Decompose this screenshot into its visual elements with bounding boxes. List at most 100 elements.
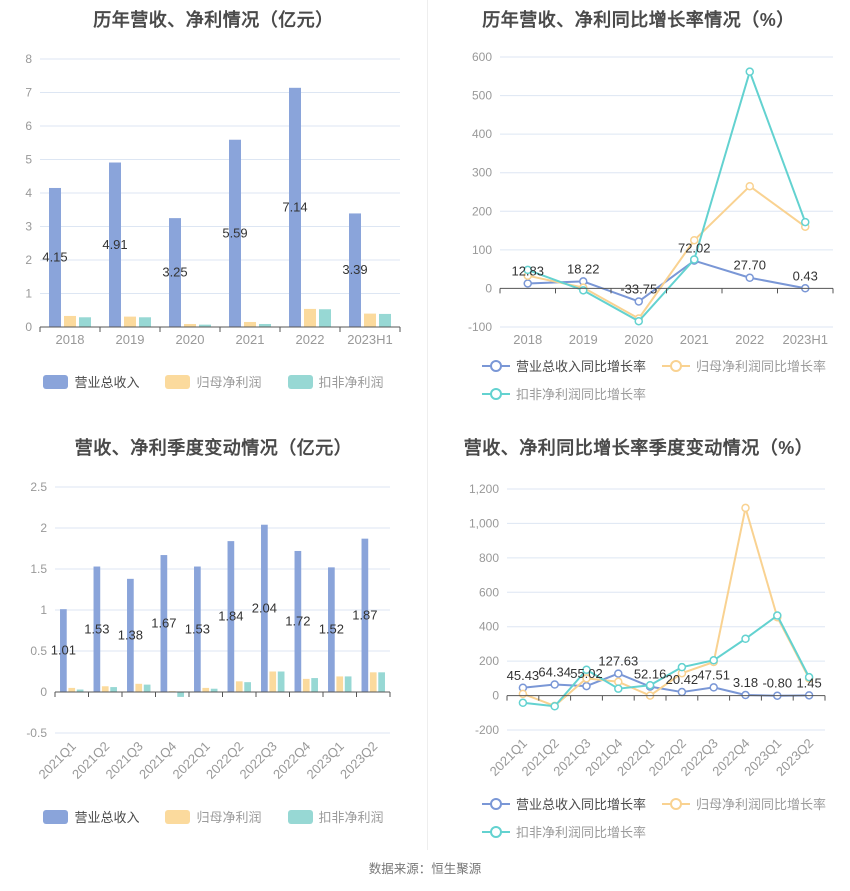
legend-item-3[interactable]: 扣非净利润同比增长率 — [482, 384, 646, 403]
bar — [336, 676, 344, 692]
y-axis-label: 1,000 — [469, 516, 499, 530]
legend-quarterly-line: 营业总收入同比增长率 归母净利润同比增长率 扣非净利润同比增长率 — [482, 794, 850, 841]
legend-label: 扣非净利润 — [318, 375, 384, 390]
chart-title-annual-line: 历年营收、净利同比增长率情况（%） — [482, 10, 795, 30]
bar — [261, 524, 268, 692]
data-point-marker — [579, 286, 588, 295]
legend-line-marker-icon — [662, 359, 691, 372]
data-point-marker — [677, 687, 687, 697]
data-point-marker — [801, 217, 810, 227]
bar — [60, 609, 67, 692]
bar — [378, 672, 385, 692]
legend-item-3[interactable]: 扣非净利润 — [287, 372, 384, 391]
bar — [361, 538, 369, 692]
legend-item-2[interactable]: 归母净利润 — [165, 372, 262, 391]
value-label: 27.70 — [733, 258, 766, 273]
data-point-marker — [634, 297, 643, 306]
value-label: 1.01 — [51, 643, 76, 658]
x-axis-label: 2020 — [624, 332, 653, 347]
legend-line-marker-icon — [482, 825, 510, 838]
value-label: 55.02 — [570, 666, 603, 681]
y-axis-label: 0 — [492, 689, 499, 703]
bar — [269, 671, 277, 692]
value-label: 5.59 — [222, 225, 247, 240]
y-axis-label: 2 — [40, 521, 47, 535]
x-axis-label: 2021 — [236, 332, 265, 347]
value-label: 1.72 — [285, 613, 310, 628]
data-point-marker — [518, 689, 528, 699]
legend-swatch-icon — [43, 809, 69, 824]
legend-quarterly-bar: 营业总收入 归母净利润 扣非净利润 — [0, 807, 427, 826]
legend-marker-circle — [490, 359, 502, 372]
legend-swatch-icon — [287, 809, 313, 824]
y-axis-label: 1 — [25, 287, 32, 301]
y-axis-label: 8 — [25, 52, 32, 66]
series-line — [521, 506, 811, 707]
bar — [328, 567, 335, 692]
legend-item-3[interactable]: 扣非净利润同比增长率 — [482, 822, 646, 841]
data-point-marker — [741, 634, 750, 644]
value-label: -0.80 — [762, 676, 792, 691]
value-label: 45.43 — [507, 668, 540, 683]
bar — [184, 323, 196, 327]
bar — [302, 678, 310, 692]
legend-label: 归母净利润 — [196, 810, 262, 825]
legend-item-3[interactable]: 扣非净利润 — [287, 807, 384, 826]
value-label: 1.87 — [352, 607, 377, 622]
legend-line-marker-icon — [482, 359, 510, 372]
bar — [311, 678, 318, 692]
bar — [139, 317, 151, 327]
chart-title-annual-bar: 历年营收、净利情况（亿元） — [93, 10, 334, 30]
data-point-marker — [745, 67, 754, 76]
bar — [244, 321, 256, 327]
legend-line-marker-icon — [662, 797, 691, 810]
bar — [199, 324, 211, 327]
legend-item-1[interactable]: 营业总收入 — [43, 372, 139, 391]
chart-title-quarterly-bar: 营收、净利季度变动情况（亿元） — [74, 438, 353, 458]
value-label: -33.75 — [620, 281, 657, 296]
chart-panel-annual-bar: 历年营收、净利情况（亿元） 0 1 2 3 4 5 6 7 8 2018 2019 2020 2021 2… — [0, 0, 427, 420]
legend-item-1[interactable]: 营业总收入同比增长率 — [482, 356, 646, 375]
data-point-marker — [741, 690, 750, 700]
bar — [369, 672, 377, 692]
y-axis-label: 0.5 — [30, 644, 47, 658]
legend-swatch-icon — [43, 374, 69, 389]
value-label: 64.34 — [538, 664, 571, 679]
x-axis-label: 2018 — [513, 332, 542, 347]
legend-item-2[interactable]: 归母净利润同比增长率 — [662, 356, 826, 375]
bar — [135, 683, 143, 692]
data-point-marker — [677, 662, 687, 672]
bar — [349, 213, 361, 327]
legend-label: 营业总收入同比增长率 — [516, 359, 647, 374]
legend-item-2[interactable]: 归母净利润同比增长率 — [662, 794, 826, 813]
legend-label: 营业总收入同比增长率 — [516, 797, 647, 812]
legend-label: 归母净利润 — [196, 375, 262, 390]
bar — [304, 308, 316, 327]
bar — [76, 689, 84, 692]
data-point-marker — [773, 611, 782, 620]
value-label: 1.67 — [151, 616, 176, 631]
bar — [244, 682, 251, 692]
legend-item-1[interactable]: 营业总收入 — [43, 807, 139, 826]
legend-label: 营业总收入 — [74, 375, 140, 390]
legend-item-1[interactable]: 营业总收入同比增长率 — [482, 794, 646, 813]
x-axis-label: 2019 — [569, 332, 598, 347]
data-point-marker — [690, 235, 699, 245]
legend-label: 扣非净利润同比增长率 — [516, 825, 647, 840]
data-point-marker — [550, 701, 559, 711]
y-axis-label: 6 — [25, 119, 32, 133]
value-label: 47.51 — [697, 667, 730, 682]
value-label: 18.22 — [567, 261, 600, 276]
value-label: 20.42 — [666, 672, 699, 687]
chart-title-quarterly-line: 营收、净利同比增长率季度变动情况（%） — [463, 438, 814, 458]
annual-line-plot: -100 0 100 200 300 400 500 600 2018 2019 2020 2021 2… — [468, 50, 834, 347]
x-axis-label: 2022 — [735, 332, 764, 347]
legend-item-2[interactable]: 归母净利润 — [165, 807, 262, 826]
bar — [68, 687, 76, 692]
value-label: 1.53 — [84, 621, 109, 636]
y-axis-label: 0 — [485, 281, 492, 295]
data-source-footer: 数据来源：恒生聚源 — [368, 862, 482, 876]
bar — [177, 692, 184, 697]
bar — [202, 687, 210, 692]
data-point-marker — [645, 680, 655, 690]
